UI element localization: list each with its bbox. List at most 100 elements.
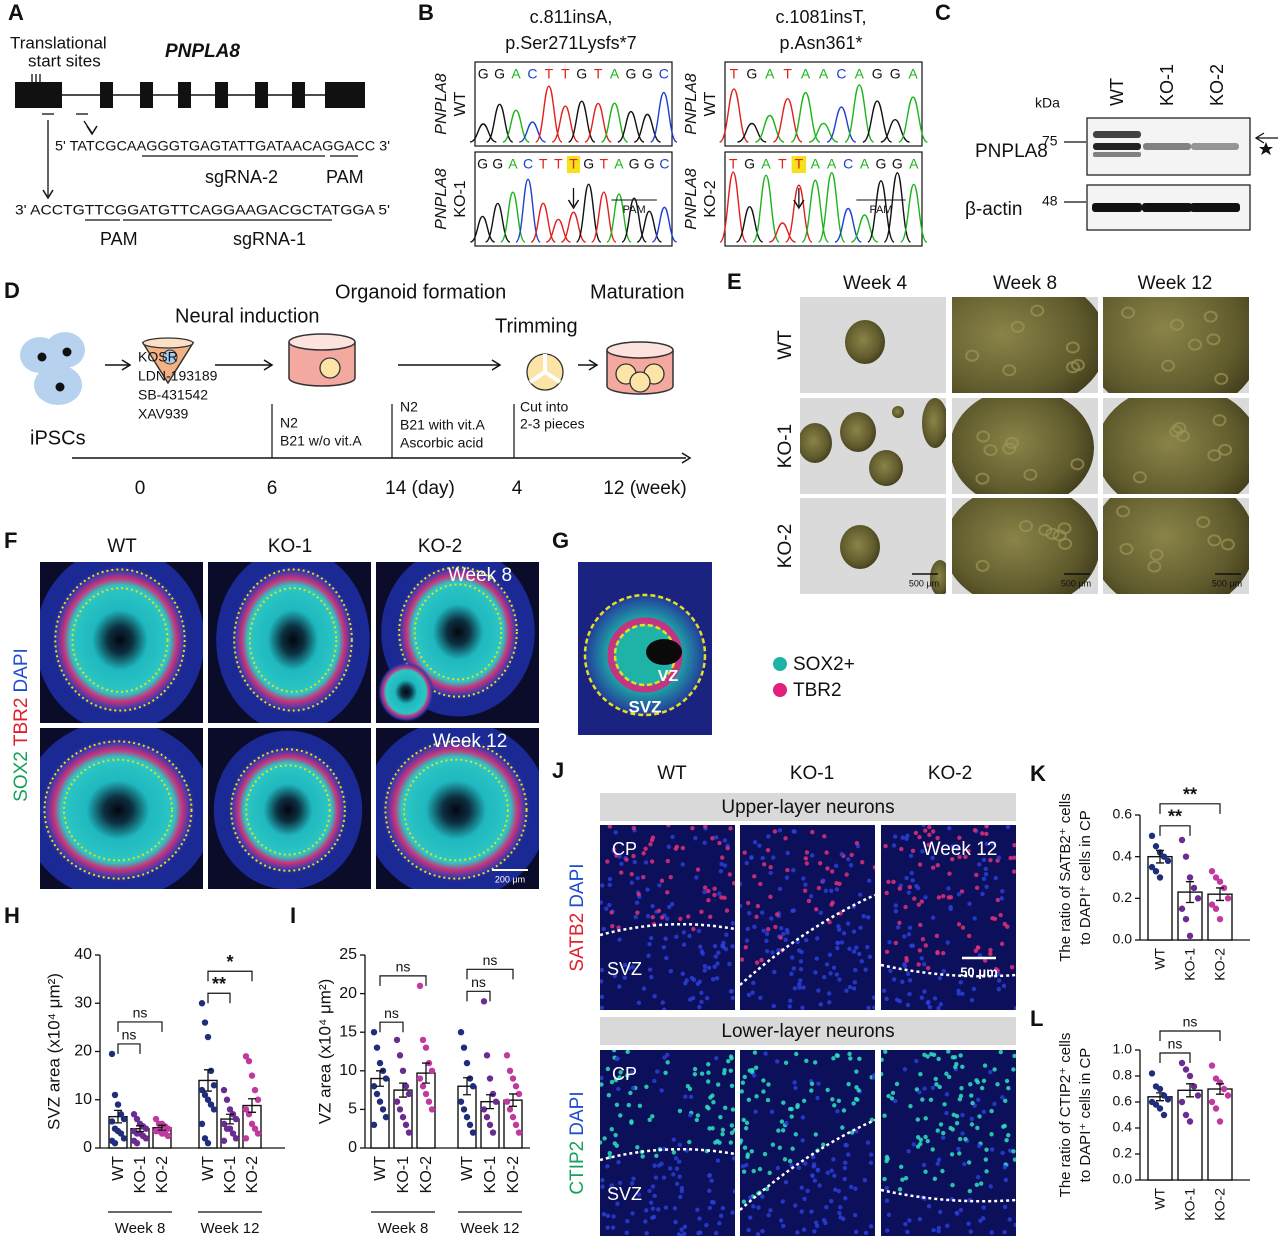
cell [803, 1161, 808, 1166]
cell [932, 996, 938, 1001]
cell [659, 1088, 664, 1093]
cell [866, 1005, 871, 1010]
x-tick-label: WT [1152, 948, 1168, 970]
cell [771, 855, 776, 860]
label: TBR2 [793, 680, 842, 701]
cell [609, 1126, 615, 1132]
cell [960, 1112, 965, 1118]
cell [813, 1132, 818, 1137]
cell [610, 924, 615, 929]
cell [893, 903, 899, 908]
legend-swatch [773, 683, 787, 697]
cell [600, 967, 605, 973]
cell [816, 988, 821, 993]
cell [950, 857, 955, 862]
label: PNPLA8 [683, 73, 700, 134]
cell [980, 831, 985, 836]
cell [803, 937, 809, 943]
cell [809, 853, 815, 858]
rosette [1206, 333, 1221, 346]
rosette [1057, 522, 1072, 535]
rosette [230, 564, 356, 716]
cell [812, 1060, 818, 1065]
cell [956, 1146, 961, 1152]
significance-bracket [117, 1021, 163, 1032]
trace-peak [790, 91, 821, 143]
cell [906, 890, 912, 895]
base-letter: A [909, 156, 919, 172]
cell [765, 927, 771, 932]
data-point [1152, 1101, 1160, 1108]
arrow-head [1254, 132, 1265, 144]
arrow-head [86, 125, 98, 136]
cell [600, 1184, 605, 1189]
cell [710, 836, 715, 841]
cell [643, 1219, 648, 1224]
cell [897, 1187, 903, 1192]
cell [635, 876, 640, 881]
cell [996, 971, 1001, 977]
error-bar [158, 1124, 166, 1131]
cell [650, 1215, 655, 1221]
cell [1000, 888, 1005, 894]
cell [804, 850, 810, 855]
cell [944, 1110, 949, 1116]
data-point [463, 1113, 471, 1121]
cell [600, 1082, 604, 1087]
data-point [509, 1113, 517, 1121]
base-letter: A [761, 156, 771, 172]
cell [681, 942, 687, 947]
cell [692, 1071, 698, 1077]
cell [843, 1160, 848, 1165]
cell [680, 862, 685, 867]
cell [744, 1120, 750, 1126]
cell [761, 1078, 766, 1083]
cell [628, 1090, 633, 1096]
cell [784, 1120, 789, 1126]
cell [664, 955, 669, 961]
error-bar [204, 1069, 212, 1092]
cell [723, 1105, 728, 1110]
cell [747, 910, 752, 916]
cell [984, 825, 989, 829]
significance-bracket [466, 968, 514, 980]
stain-label: SATB2 DAPI [567, 863, 588, 971]
cp-boundary [600, 1147, 735, 1162]
cell [984, 884, 989, 890]
organoid [1103, 398, 1249, 494]
cell [780, 1199, 786, 1204]
cell [668, 874, 673, 880]
cell [988, 951, 993, 956]
base-letter: G [583, 156, 594, 172]
cell [720, 1127, 726, 1133]
panel-letter: C [935, 0, 951, 25]
cell [851, 949, 857, 954]
group-label: Week 8 [378, 1220, 429, 1236]
cell [950, 1182, 955, 1188]
cell [926, 1204, 932, 1209]
data-point [1182, 853, 1190, 860]
cell [801, 1227, 807, 1232]
stain-label: CTIP2 DAPI [567, 1091, 588, 1194]
error-bar [1156, 1092, 1164, 1102]
organoid [629, 371, 651, 393]
cell [693, 835, 698, 841]
label: 14 (day) [385, 478, 455, 499]
band [1092, 203, 1142, 212]
nucleus [55, 382, 65, 392]
cell [847, 946, 852, 952]
cell [774, 912, 780, 917]
cell [731, 880, 735, 886]
cell [907, 991, 912, 997]
data-point [251, 1086, 259, 1094]
label: Week 12 [923, 839, 998, 860]
data-point [370, 1121, 378, 1129]
cell [766, 1082, 771, 1087]
cell [624, 857, 629, 862]
cell [600, 979, 604, 984]
significance-label: ns [471, 974, 486, 990]
cell [637, 1103, 643, 1109]
data-point [210, 1106, 218, 1113]
cell [948, 906, 953, 912]
data-point [1220, 1085, 1228, 1093]
